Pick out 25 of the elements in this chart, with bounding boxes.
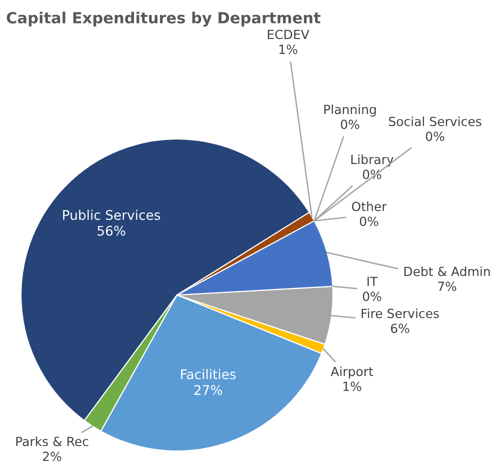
data-label: 1% [343,382,362,392]
data-label: 56% [98,226,126,236]
category-label: Social Services [388,116,482,126]
data-label: 27% [194,385,222,396]
slice-label: Parks & Rec [16,436,88,446]
data-label: 6% [390,324,410,334]
text: 0% [426,132,444,142]
chart-title: Capital Expenditures by Department [6,12,320,27]
slice-label: Public Services [63,210,160,220]
category-label: Library [351,154,394,167]
category-label: Other [352,201,387,212]
text: 0% [360,216,378,226]
data-label: 2% [43,452,62,462]
slice-label: Facilities [181,369,236,380]
text: 0% [340,120,360,130]
category-label: Planning [324,104,376,117]
text: 0% [362,170,382,180]
slice-label: Debt & Admin [404,266,490,276]
slice-label: ECDEV [268,30,310,40]
slice-label: Airport [330,366,374,379]
data-label: 7% [438,282,456,292]
data-label: 1% [279,44,298,54]
text: 0% [362,292,382,302]
legend-label: IT [368,276,378,286]
slice-label: Fire Services [362,308,439,318]
